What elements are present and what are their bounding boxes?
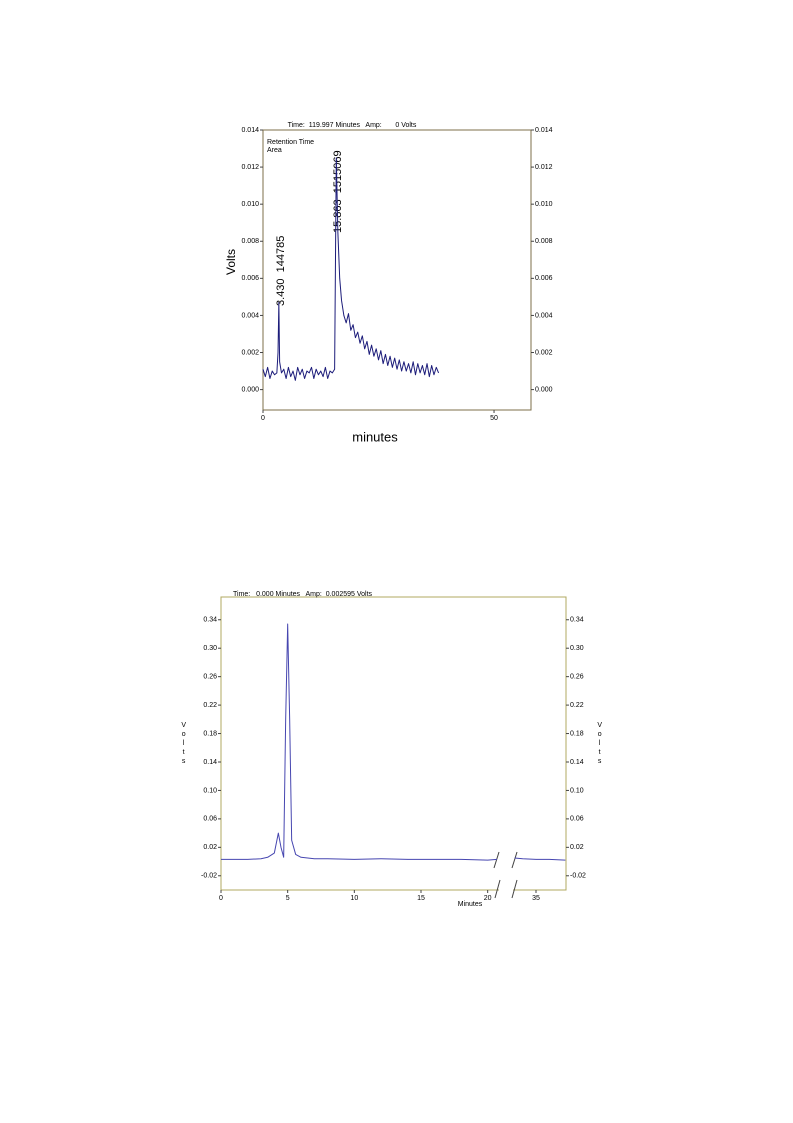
y-tick-label: -0.02 [570, 873, 586, 880]
y-tick-label: 0.30 [570, 645, 584, 652]
y-tick-label: 0.006 [241, 275, 259, 282]
y-tick-label: 0.014 [241, 127, 259, 134]
y-tick-label: 0.18 [203, 730, 217, 737]
chart-header: Time: 0.000 Minutes Amp: 0.002595 Volts [233, 591, 373, 598]
y-tick-label: 0.02 [570, 844, 584, 851]
x-tick-label: 0 [261, 415, 265, 422]
data-line [221, 623, 566, 861]
y-tick-label: 0.22 [570, 702, 584, 709]
y-tick-label: 0.002 [535, 349, 553, 356]
break-mark [511, 879, 518, 899]
x-axis-label: minutes [352, 429, 398, 444]
y-tick-label: 0.26 [570, 673, 584, 680]
x-tick-label: 0 [219, 895, 223, 902]
y-tick-label: 0.18 [570, 730, 584, 737]
y-tick-label: 0.012 [241, 164, 259, 171]
y-tick-label: 0.014 [535, 127, 553, 134]
x-tick-label: 15 [417, 895, 425, 902]
y-tick-label: 0.010 [241, 201, 259, 208]
break-mark [494, 879, 501, 899]
plot-area [262, 129, 532, 411]
axis-break [493, 851, 518, 899]
y-tick-label: 0.008 [535, 238, 553, 245]
break-gap [499, 855, 513, 895]
y-tick-label: 0.004 [535, 312, 553, 319]
y-tick-label: 0.34 [203, 617, 217, 624]
break-mark [511, 851, 518, 869]
y-tick-label: 0.012 [535, 164, 553, 171]
y-tick-label: 0.06 [570, 816, 584, 823]
y-tick-label: 0.006 [535, 275, 553, 282]
y-tick-label: -0.02 [201, 873, 217, 880]
chart-header: Time: 119.997 Minutes Amp: 0 Volts [288, 122, 417, 129]
y-tick-label: 0.10 [570, 787, 584, 794]
y-tick-label: 0.22 [203, 702, 217, 709]
y-axis-label: Volts [180, 722, 187, 767]
y-tick-label: 0.000 [535, 386, 553, 393]
peak-annotation: 15.863 1515069 [332, 150, 344, 233]
chart-1-frame [220, 118, 548, 446]
y-tick-label: 0.14 [570, 759, 584, 766]
plot-area [220, 596, 567, 891]
y-tick-label: 0.004 [241, 312, 259, 319]
x-tick-label: 20 [484, 895, 492, 902]
y-tick-label: 0.000 [241, 386, 259, 393]
break-mark [493, 851, 500, 869]
x-tick-label: 10 [350, 895, 358, 902]
data-line [262, 157, 440, 381]
y-tick-label: 0.30 [203, 645, 217, 652]
y-tick-label: 0.26 [203, 673, 217, 680]
y-tick-label: 0.02 [203, 844, 217, 851]
y-tick-label: 0.008 [241, 238, 259, 245]
y-tick-label: 0.34 [570, 617, 584, 624]
peak-annotation: 3.430 144785 [275, 236, 287, 306]
legend-label: Retention Time [267, 139, 314, 146]
legend-label: Area [267, 147, 282, 154]
y-axis-label: Volts [596, 722, 603, 767]
y-tick-label: 0.010 [535, 201, 553, 208]
x-tick-label: 35 [532, 895, 540, 902]
y-tick-label: 0.10 [203, 787, 217, 794]
x-axis-label: Minutes [458, 901, 483, 908]
y-axis-label: Volts [224, 249, 238, 275]
y-tick-label: 0.14 [203, 759, 217, 766]
x-tick-label: 50 [490, 415, 498, 422]
x-tick-label: 5 [286, 895, 290, 902]
y-tick-label: 0.002 [241, 349, 259, 356]
y-tick-label: 0.06 [203, 816, 217, 823]
